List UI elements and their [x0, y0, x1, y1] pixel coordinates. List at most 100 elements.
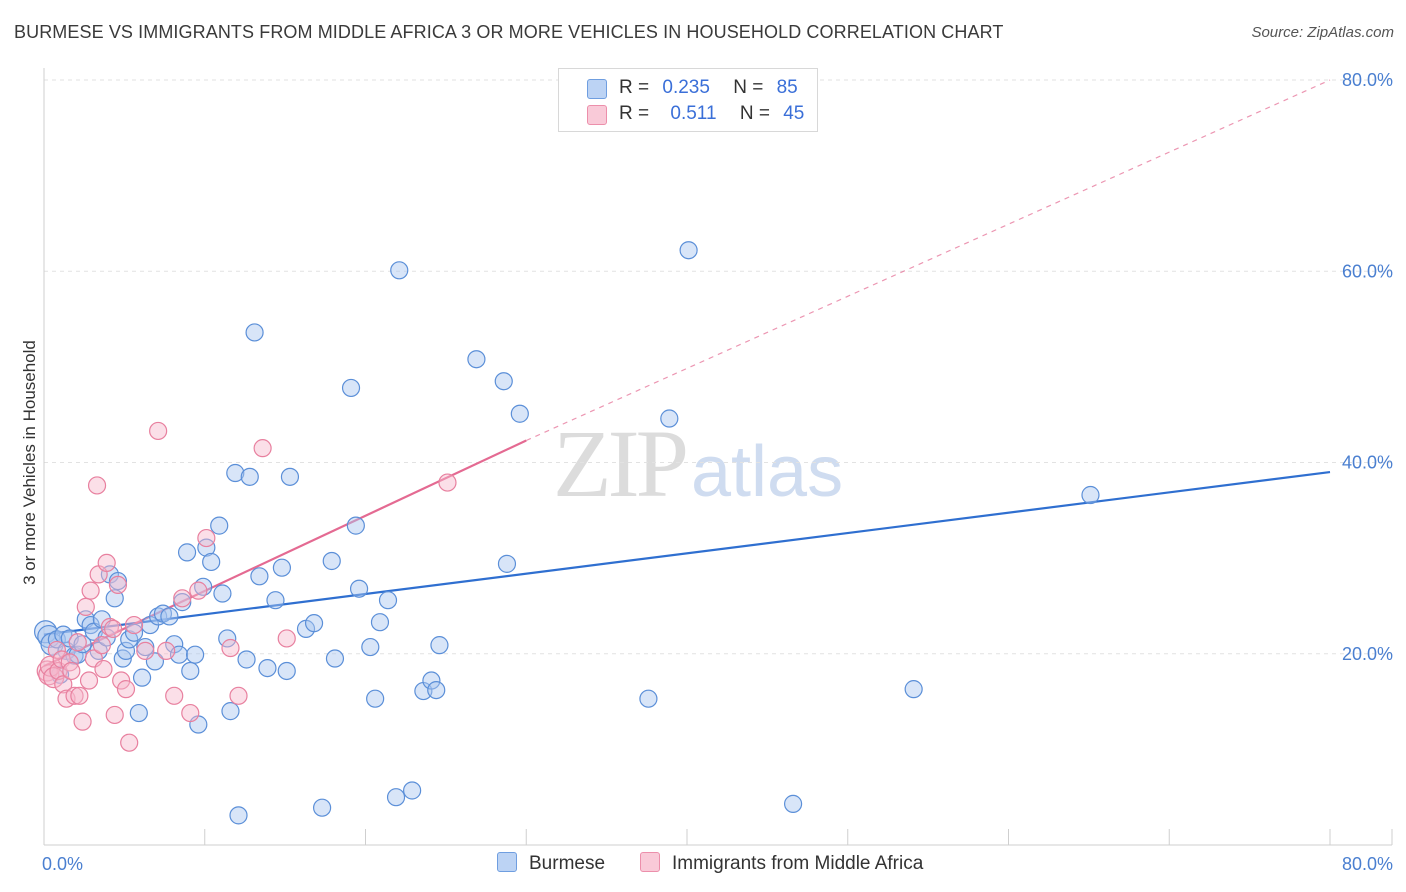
burmese-point	[660, 409, 679, 428]
burmese-point	[173, 593, 192, 612]
burmese-point	[378, 591, 398, 610]
burmese-point	[186, 645, 205, 664]
middle-africa-point	[47, 640, 66, 660]
legend-n-label: N =	[733, 77, 764, 98]
burmese-point	[197, 538, 216, 557]
burmese-point	[218, 629, 237, 648]
middle-africa-point	[136, 641, 155, 660]
bottom-legend-label-middle-africa: Immigrants from Middle Africa	[672, 853, 924, 874]
middle-africa-point	[189, 581, 208, 600]
legend-r-value: 0.235	[662, 77, 710, 98]
burmese-point	[341, 378, 361, 398]
y-tick-label: 60.0%	[1342, 261, 1393, 281]
series-burmese-points	[34, 241, 1100, 825]
legend-swatch-burmese	[587, 79, 607, 99]
middle-africa-point	[105, 705, 124, 725]
burmese-point	[361, 637, 380, 657]
burmese-point	[422, 671, 441, 690]
middle-africa-point	[104, 619, 123, 638]
burmese-point	[304, 614, 324, 633]
trend-lines	[43, 79, 1331, 668]
burmese-point	[237, 650, 256, 669]
burmese-point	[160, 607, 179, 626]
burmese-point	[181, 661, 200, 681]
burmese-point	[250, 567, 269, 586]
middle-africa-point	[100, 617, 120, 637]
chart-title: BURMESE VS IMMIGRANTS FROM MIDDLE AFRICA…	[14, 22, 1004, 42]
burmese-point	[904, 680, 923, 699]
burmese-trend-line	[43, 470, 1331, 636]
burmese-point	[346, 516, 365, 535]
burmese-point	[229, 806, 248, 825]
burmese-point	[272, 558, 292, 577]
middle-africa-point	[94, 659, 113, 679]
middle-africa-point	[65, 686, 84, 705]
burmese-point	[177, 543, 197, 562]
middle-africa-point	[112, 671, 131, 690]
burmese-point	[390, 261, 409, 280]
burmese-point	[783, 794, 803, 813]
burmese-point	[427, 680, 446, 700]
middle-africa-point	[68, 633, 87, 652]
burmese-point	[1081, 485, 1100, 505]
legend-n-label: N =	[739, 103, 770, 124]
burmese-point	[349, 579, 369, 598]
burmese-point	[124, 623, 144, 642]
source-label: Source: ZipAtlas.com	[1251, 24, 1394, 41]
middle-africa-point	[253, 439, 272, 458]
series-middle-africa-points	[36, 421, 457, 752]
burmese-point	[639, 689, 658, 708]
middle-africa-point	[76, 597, 95, 616]
bottom-legend-burmese: Burmese	[497, 852, 605, 875]
burmese-point	[510, 404, 529, 423]
burmese-point	[210, 516, 229, 535]
burmese-point	[386, 788, 406, 807]
burmese-point	[213, 584, 232, 603]
x-tick-label: 0.0%	[42, 854, 83, 874]
middle-africa-trend-extension	[526, 79, 1331, 442]
y-tick-label: 20.0%	[1342, 644, 1393, 664]
watermark-atlas: atlas	[691, 432, 844, 512]
burmese-point	[679, 241, 698, 260]
middle-africa-point	[277, 629, 296, 648]
middle-africa-point	[124, 615, 144, 635]
middle-africa-point	[149, 421, 168, 441]
stats-legend: R = 0.235 N = 85 R = 0.511 N = 45	[558, 68, 818, 132]
middle-africa-point	[116, 680, 136, 699]
burmese-point	[430, 636, 449, 655]
middle-africa-point	[79, 671, 99, 690]
burmese-point	[245, 323, 264, 342]
burmese-point	[116, 641, 136, 660]
middle-africa-point	[87, 476, 107, 495]
burmese-point	[403, 781, 422, 800]
burmese-point	[105, 589, 124, 608]
middle-africa-point	[120, 733, 139, 752]
middle-africa-point	[81, 581, 100, 600]
middle-africa-point	[438, 473, 457, 492]
legend-n-value: 45	[783, 103, 805, 124]
middle-africa-point	[165, 686, 184, 705]
legend-r-value: 0.511	[670, 103, 717, 124]
y-axis-title: 3 or more Vehicles in Household	[20, 340, 39, 585]
x-tick-label: 80.0%	[1342, 854, 1393, 874]
burmese-point	[280, 467, 300, 486]
burmese-point	[370, 613, 390, 632]
gridlines	[44, 79, 1392, 655]
burmese-point	[129, 703, 148, 723]
axes	[43, 68, 1393, 846]
burmese-point	[136, 637, 155, 657]
legend-swatch-middle-africa	[587, 105, 607, 125]
burmese-point	[258, 658, 277, 678]
middle-africa-point	[92, 636, 111, 655]
bottom-legend-label-burmese: Burmese	[529, 853, 606, 874]
legend-r-label: R =	[619, 77, 650, 98]
burmese-point	[221, 702, 240, 721]
middle-africa-point	[221, 638, 240, 658]
middle-africa-point	[173, 589, 192, 608]
bottom-legend-swatch-middle-africa	[640, 852, 660, 872]
burmese-point	[325, 649, 345, 668]
burmese-point	[277, 661, 296, 681]
middle-africa-point	[97, 553, 116, 573]
bottom-legend-swatch-burmese	[497, 852, 517, 872]
burmese-point	[226, 463, 245, 483]
